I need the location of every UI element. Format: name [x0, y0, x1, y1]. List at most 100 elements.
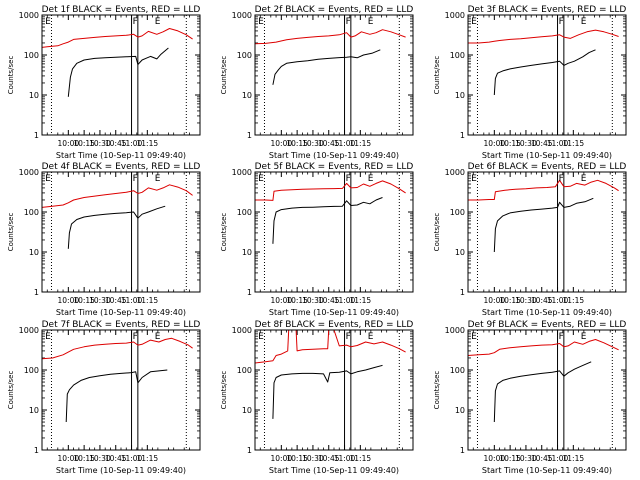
- chart-title: Det 1f BLACK = Events, RED = LLD: [42, 5, 201, 15]
- x-tick-label: 10:30: [515, 454, 537, 463]
- marker-letter: E: [368, 17, 374, 27]
- x-tick-label: 10:45: [531, 454, 553, 463]
- y-tick-label: 1000: [232, 168, 252, 177]
- chart-title: Det 9f BLACK = Events, RED = LLD: [468, 320, 627, 330]
- x-tick-label: 10:30: [515, 296, 537, 305]
- y-tick-label: 1000: [445, 168, 465, 177]
- y-tick-label: 100: [237, 366, 252, 375]
- plot-frame: [467, 329, 627, 451]
- x-tick-label: 10:30: [89, 139, 111, 148]
- events-series-line: [493, 197, 594, 253]
- plot-frame: [41, 329, 201, 451]
- y-tick-label: 10: [455, 248, 465, 257]
- marker-letter: F: [133, 17, 138, 27]
- x-tick-label: 10:30: [302, 296, 324, 305]
- marker-letter: F: [559, 332, 564, 342]
- plot-frame: [254, 171, 414, 293]
- lld-series-line: [467, 339, 619, 356]
- y-axis-label: Counts/sec: [220, 371, 228, 410]
- marker-letter: E: [581, 332, 587, 342]
- y-tick-label: 10: [29, 248, 39, 257]
- y-tick-label: 1000: [19, 168, 39, 177]
- x-tick-label: 11:00: [121, 139, 143, 148]
- detector-panel: Det 9f BLACK = Events, RED = LLD Start Ti…: [433, 320, 627, 475]
- chart-title: Det 6f BLACK = Events, RED = LLD: [468, 162, 627, 172]
- y-tick-label: 100: [237, 51, 252, 60]
- lld-series-line: [254, 329, 406, 364]
- chart-title: Det 2f BLACK = Events, RED = LLD: [255, 5, 414, 15]
- x-tick-label: 10:00: [271, 139, 293, 148]
- x-tick-label: 10:30: [89, 296, 111, 305]
- chart-title: Det 3f BLACK = Events, RED = LLD: [468, 5, 627, 15]
- x-tick-label: 11:15: [563, 139, 585, 148]
- x-tick-label: 11:15: [563, 296, 585, 305]
- marker-letter: F: [133, 332, 138, 342]
- y-tick-label: 1000: [19, 326, 39, 335]
- y-tick-label: 1000: [445, 11, 465, 20]
- x-tick-label: 10:45: [318, 139, 340, 148]
- y-tick-label: 1: [34, 288, 39, 297]
- marker-letter: E: [45, 17, 51, 27]
- y-tick-label: 10: [242, 91, 252, 100]
- x-axis-label: Start Time (10-Sep-11 09:49:40): [269, 466, 399, 475]
- y-axis-label: Counts/sec: [433, 56, 441, 95]
- marker-letter: E: [581, 174, 587, 184]
- lld-series-line: [254, 29, 406, 45]
- x-tick-label: 10:45: [531, 139, 553, 148]
- lld-series-line: [41, 28, 193, 48]
- y-tick-label: 100: [24, 51, 39, 60]
- x-tick-label: 10:15: [73, 139, 95, 148]
- y-tick-label: 10: [29, 406, 39, 415]
- x-tick-label: 10:00: [484, 454, 506, 463]
- y-axis-label: Counts/sec: [433, 371, 441, 410]
- y-tick-label: 1: [460, 288, 465, 297]
- y-tick-label: 100: [450, 51, 465, 60]
- x-tick-label: 10:45: [105, 139, 127, 148]
- y-tick-label: 1000: [19, 11, 39, 20]
- marker-letter: F: [559, 17, 564, 27]
- y-tick-label: 10: [242, 406, 252, 415]
- y-tick-label: 10: [29, 91, 39, 100]
- events-series-line: [493, 49, 596, 96]
- x-tick-label: 11:00: [547, 296, 569, 305]
- x-tick-label: 10:45: [318, 454, 340, 463]
- detector-panel: Det 6f BLACK = Events, RED = LLD Start Ti…: [433, 162, 627, 317]
- y-tick-label: 1: [34, 446, 39, 455]
- marker-letter: E: [368, 174, 374, 184]
- x-axis-label: Start Time (10-Sep-11 09:49:40): [482, 308, 612, 317]
- detector-panel: Det 7f BLACK = Events, RED = LLD Start Ti…: [7, 320, 201, 475]
- marker-letter: E: [258, 174, 264, 184]
- x-tick-label: 10:00: [484, 296, 506, 305]
- y-tick-label: 100: [24, 366, 39, 375]
- plot-frame: [467, 171, 627, 293]
- marker-letter: E: [258, 332, 264, 342]
- y-tick-label: 100: [450, 366, 465, 375]
- y-axis-label: Counts/sec: [7, 213, 15, 252]
- marker-letter: E: [155, 332, 161, 342]
- y-tick-label: 1: [247, 131, 252, 140]
- x-tick-label: 11:00: [121, 296, 143, 305]
- x-axis-label: Start Time (10-Sep-11 09:49:40): [56, 308, 186, 317]
- marker-letter: F: [346, 17, 351, 27]
- chart-title: Det 5f BLACK = Events, RED = LLD: [255, 162, 414, 172]
- marker-letter: E: [471, 17, 477, 27]
- x-tick-label: 10:15: [73, 454, 95, 463]
- detector-panel: Det 5f BLACK = Events, RED = LLD Start Ti…: [220, 162, 414, 317]
- marker-letter: E: [368, 332, 374, 342]
- x-tick-label: 10:15: [499, 454, 521, 463]
- events-series-line: [493, 361, 592, 423]
- x-axis-label: Start Time (10-Sep-11 09:49:40): [56, 151, 186, 160]
- events-series-line: [65, 369, 168, 423]
- events-series-line: [272, 364, 383, 419]
- plot-frame: [41, 171, 201, 293]
- y-tick-label: 1000: [445, 326, 465, 335]
- plot-frame: [254, 329, 414, 451]
- y-tick-label: 10: [455, 406, 465, 415]
- x-axis-label: Start Time (10-Sep-11 09:49:40): [269, 308, 399, 317]
- x-tick-label: 10:45: [318, 296, 340, 305]
- x-tick-label: 11:15: [137, 139, 159, 148]
- y-tick-label: 10: [242, 248, 252, 257]
- plot-frame: [41, 14, 201, 136]
- x-tick-label: 10:45: [105, 296, 127, 305]
